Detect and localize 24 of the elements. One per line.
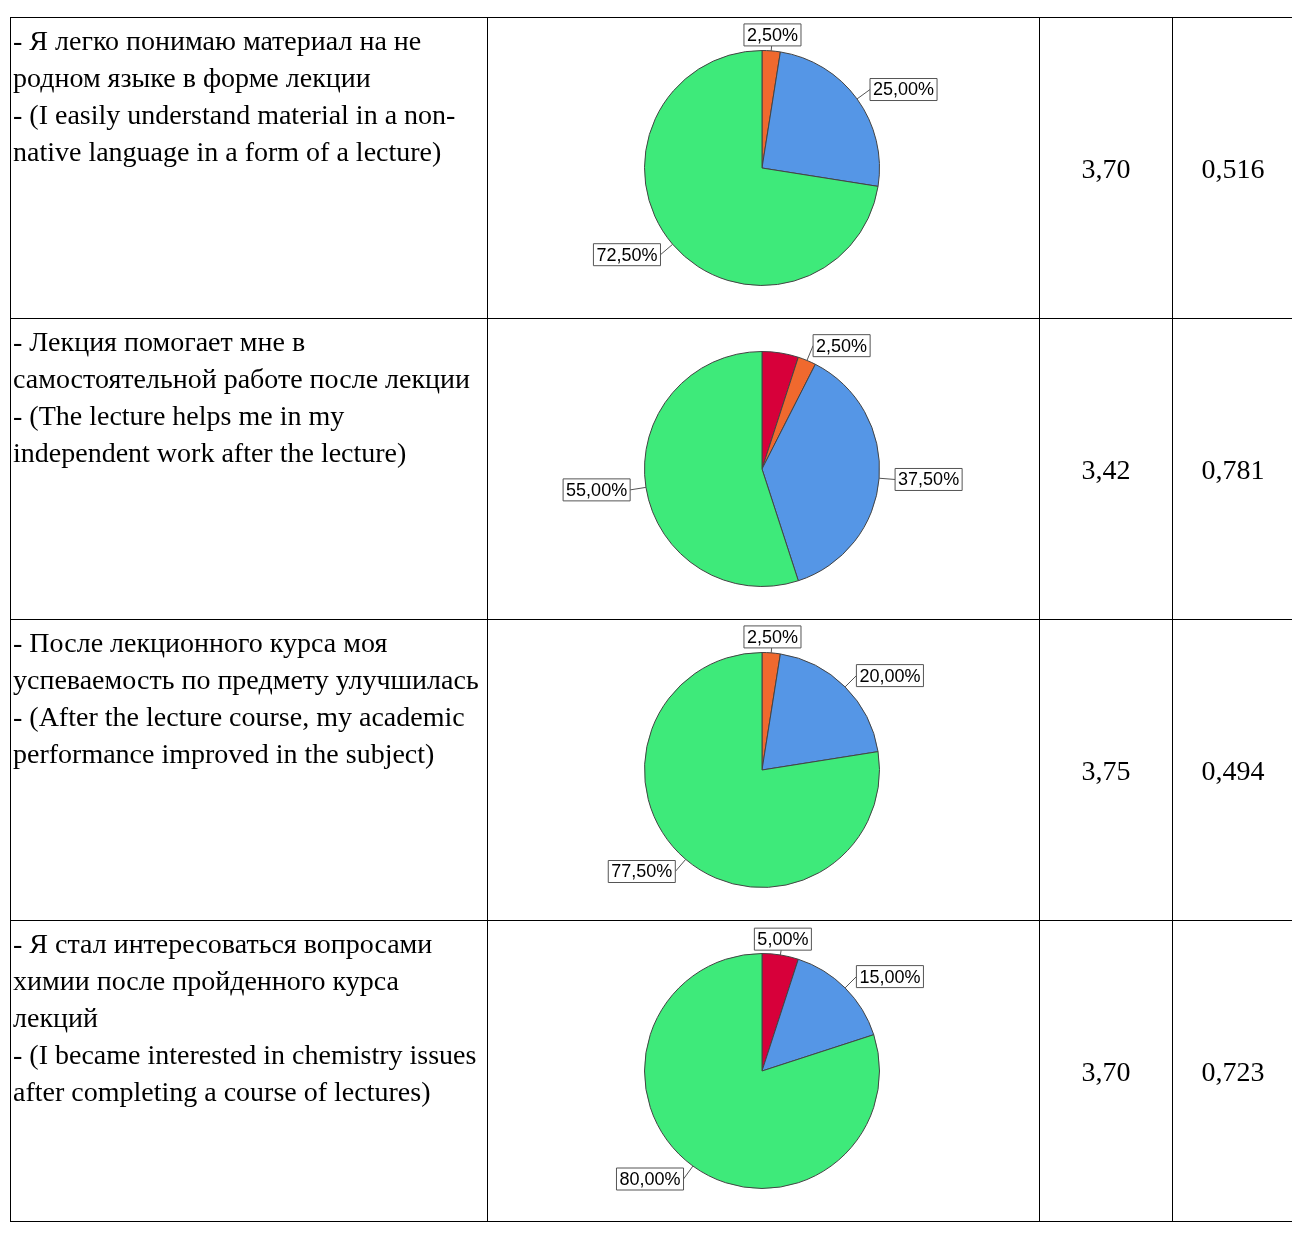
text: 0,516	[1172, 17, 1292, 319]
text: 0,781	[1172, 318, 1292, 620]
data-label: 2,50%	[746, 626, 798, 647]
text: 0,494	[1172, 619, 1292, 921]
data-label: 25,00%	[873, 79, 935, 100]
text: - Лекция помогает мне в самостоятельной работе после лекции - (The lecture helps me in my independent work after the lecture)	[10, 318, 488, 620]
text: - Я стал интересоваться вопросами химии после пройденного курса лекций - (I became interested in chemistry issues after completing a course of lectures)	[10, 920, 488, 1222]
data-label: 15,00%	[859, 966, 921, 987]
data-label: 55,00%	[566, 479, 628, 500]
text: - После лекционного курса моя успеваемость по предмету улучшилась - (After the lecture course, my academic performance improved in the subject)	[10, 619, 488, 921]
data-label: 20,00%	[859, 665, 921, 686]
text: 3,75	[1039, 619, 1173, 921]
data-label: 77,50%	[611, 861, 673, 882]
text: - Я легко понимаю материал на не родном языке в форме лекции - (I easily understand material in a non-native language in a form of a lecture)	[10, 17, 488, 319]
text: 3,42	[1039, 318, 1173, 620]
data-label: 2,50%	[816, 335, 868, 356]
text: 0,723	[1172, 920, 1292, 1222]
text: 3,70	[1039, 920, 1173, 1222]
data-label: 37,50%	[898, 469, 960, 490]
data-label: 80,00%	[619, 1168, 681, 1189]
text: 3,70	[1039, 17, 1173, 319]
data-label: 72,50%	[596, 244, 658, 265]
data-label: 5,00%	[757, 929, 809, 950]
data-label: 2,50%	[746, 24, 798, 45]
